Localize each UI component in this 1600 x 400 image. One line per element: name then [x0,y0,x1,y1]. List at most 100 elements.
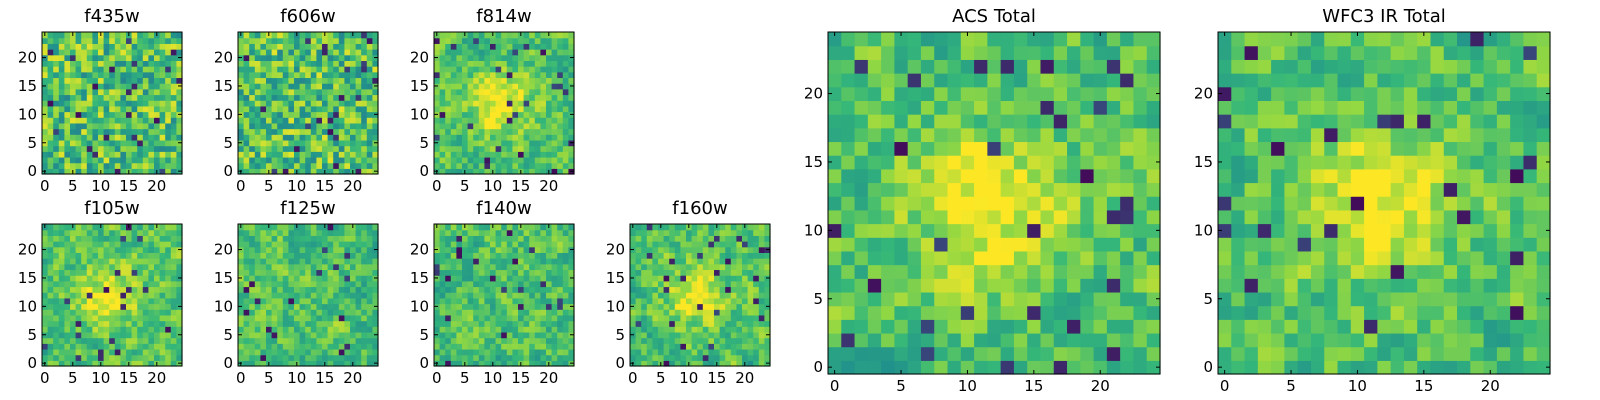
heatmap-cell [630,269,637,276]
heatmap-cell [305,292,312,299]
heatmap-cell [64,235,71,242]
heatmap-cell [714,229,721,236]
heatmap-cell [674,269,681,276]
heatmap-cell [439,309,446,316]
heatmap-cell [562,258,569,265]
heatmap-cell [1000,360,1015,375]
heatmap-cell [462,117,469,124]
heatmap-cell [75,343,82,350]
heatmap-cell [53,128,60,135]
heatmap-cell [120,88,127,96]
heatmap-cell [159,303,166,310]
heatmap-cell [697,337,704,344]
heatmap-cell [70,49,77,56]
heatmap-cell [154,354,161,361]
heatmap-cell [641,360,648,367]
heatmap-cell [747,252,754,259]
heatmap-cell [170,258,177,265]
heatmap-cell [238,156,245,164]
heatmap-cell [58,83,65,90]
heatmap-cell [1013,278,1028,293]
heatmap-cell [142,49,149,56]
heatmap-cell [557,320,564,327]
heatmap-cell [98,326,105,333]
heatmap-cell [478,122,485,130]
heatmap-cell [747,320,754,327]
heatmap-cell [529,303,536,310]
heatmap-cell [551,83,558,90]
heatmap-cell [1106,332,1121,348]
heatmap-cell [159,275,166,282]
heatmap-cell [495,275,502,282]
heatmap-cell [109,303,116,310]
heatmap-cell [478,156,485,164]
heatmap-cell [1146,168,1161,184]
heatmap-cell [355,320,362,327]
heatmap-cell [854,319,869,334]
heatmap-cell [333,88,340,96]
heatmap-cell [159,263,166,271]
heatmap-cell [546,88,553,96]
heatmap-cell [350,49,357,56]
heatmap-cell [568,66,575,73]
heatmap-cell [114,128,121,135]
heatmap-cell [534,162,541,169]
heatmap-cell [58,331,65,339]
heatmap-cell [501,117,508,124]
heatmap-cell [277,286,284,293]
heatmap-cell [254,297,261,305]
heatmap-cell [333,280,340,288]
x-tick-label: 5 [68,369,78,387]
heatmap-cell [742,343,749,350]
heatmap-cell [1120,168,1135,184]
heatmap-cell [506,168,513,175]
heatmap-cell [529,162,536,169]
heatmap-cell [747,235,754,242]
heatmap-cell [366,117,373,124]
heatmap-cell [562,71,569,79]
heatmap-cell [518,156,525,164]
heatmap-cell [322,94,329,101]
heatmap-cell [841,291,856,307]
heatmap-cell [344,66,351,73]
heatmap-cell [282,309,289,316]
heatmap-cell [540,269,547,276]
heatmap-cell [450,241,457,248]
heatmap-cell [484,241,491,248]
heatmap-cell [316,263,323,271]
heatmap-cell [366,297,373,305]
heatmap-cell [355,139,362,147]
heatmap-cell [512,139,519,147]
heatmap-cell [562,275,569,282]
heatmap-cell [1040,182,1055,197]
heatmap-cell [282,83,289,90]
heatmap-cell [81,343,88,350]
heatmap-cell [98,156,105,164]
heatmap-cell [86,162,93,169]
heatmap-cell [691,343,698,350]
heatmap-cell [366,168,373,175]
heatmap-cell [1027,360,1042,375]
heatmap-cell [137,246,144,253]
heatmap-cell [344,320,351,327]
heatmap-cell [490,60,497,67]
heatmap-cell [641,343,648,350]
heatmap-cell [42,49,49,56]
heatmap-cell [456,235,463,242]
heatmap-cell [92,145,99,152]
heatmap-cell [366,348,373,356]
heatmap-cell [495,43,502,50]
heatmap-cell [450,286,457,293]
heatmap-cell [484,354,491,361]
heatmap-cell [86,83,93,90]
heatmap-cell [131,139,138,147]
heatmap-cell [652,343,659,350]
heatmap-cell [562,88,569,96]
heatmap-cell [714,275,721,282]
heatmap-cell [148,224,155,231]
heatmap-cell [467,83,474,90]
heatmap-cell [456,139,463,147]
heatmap-cell [271,292,278,299]
heatmap-cell [148,100,155,107]
heatmap-cell [249,105,256,113]
